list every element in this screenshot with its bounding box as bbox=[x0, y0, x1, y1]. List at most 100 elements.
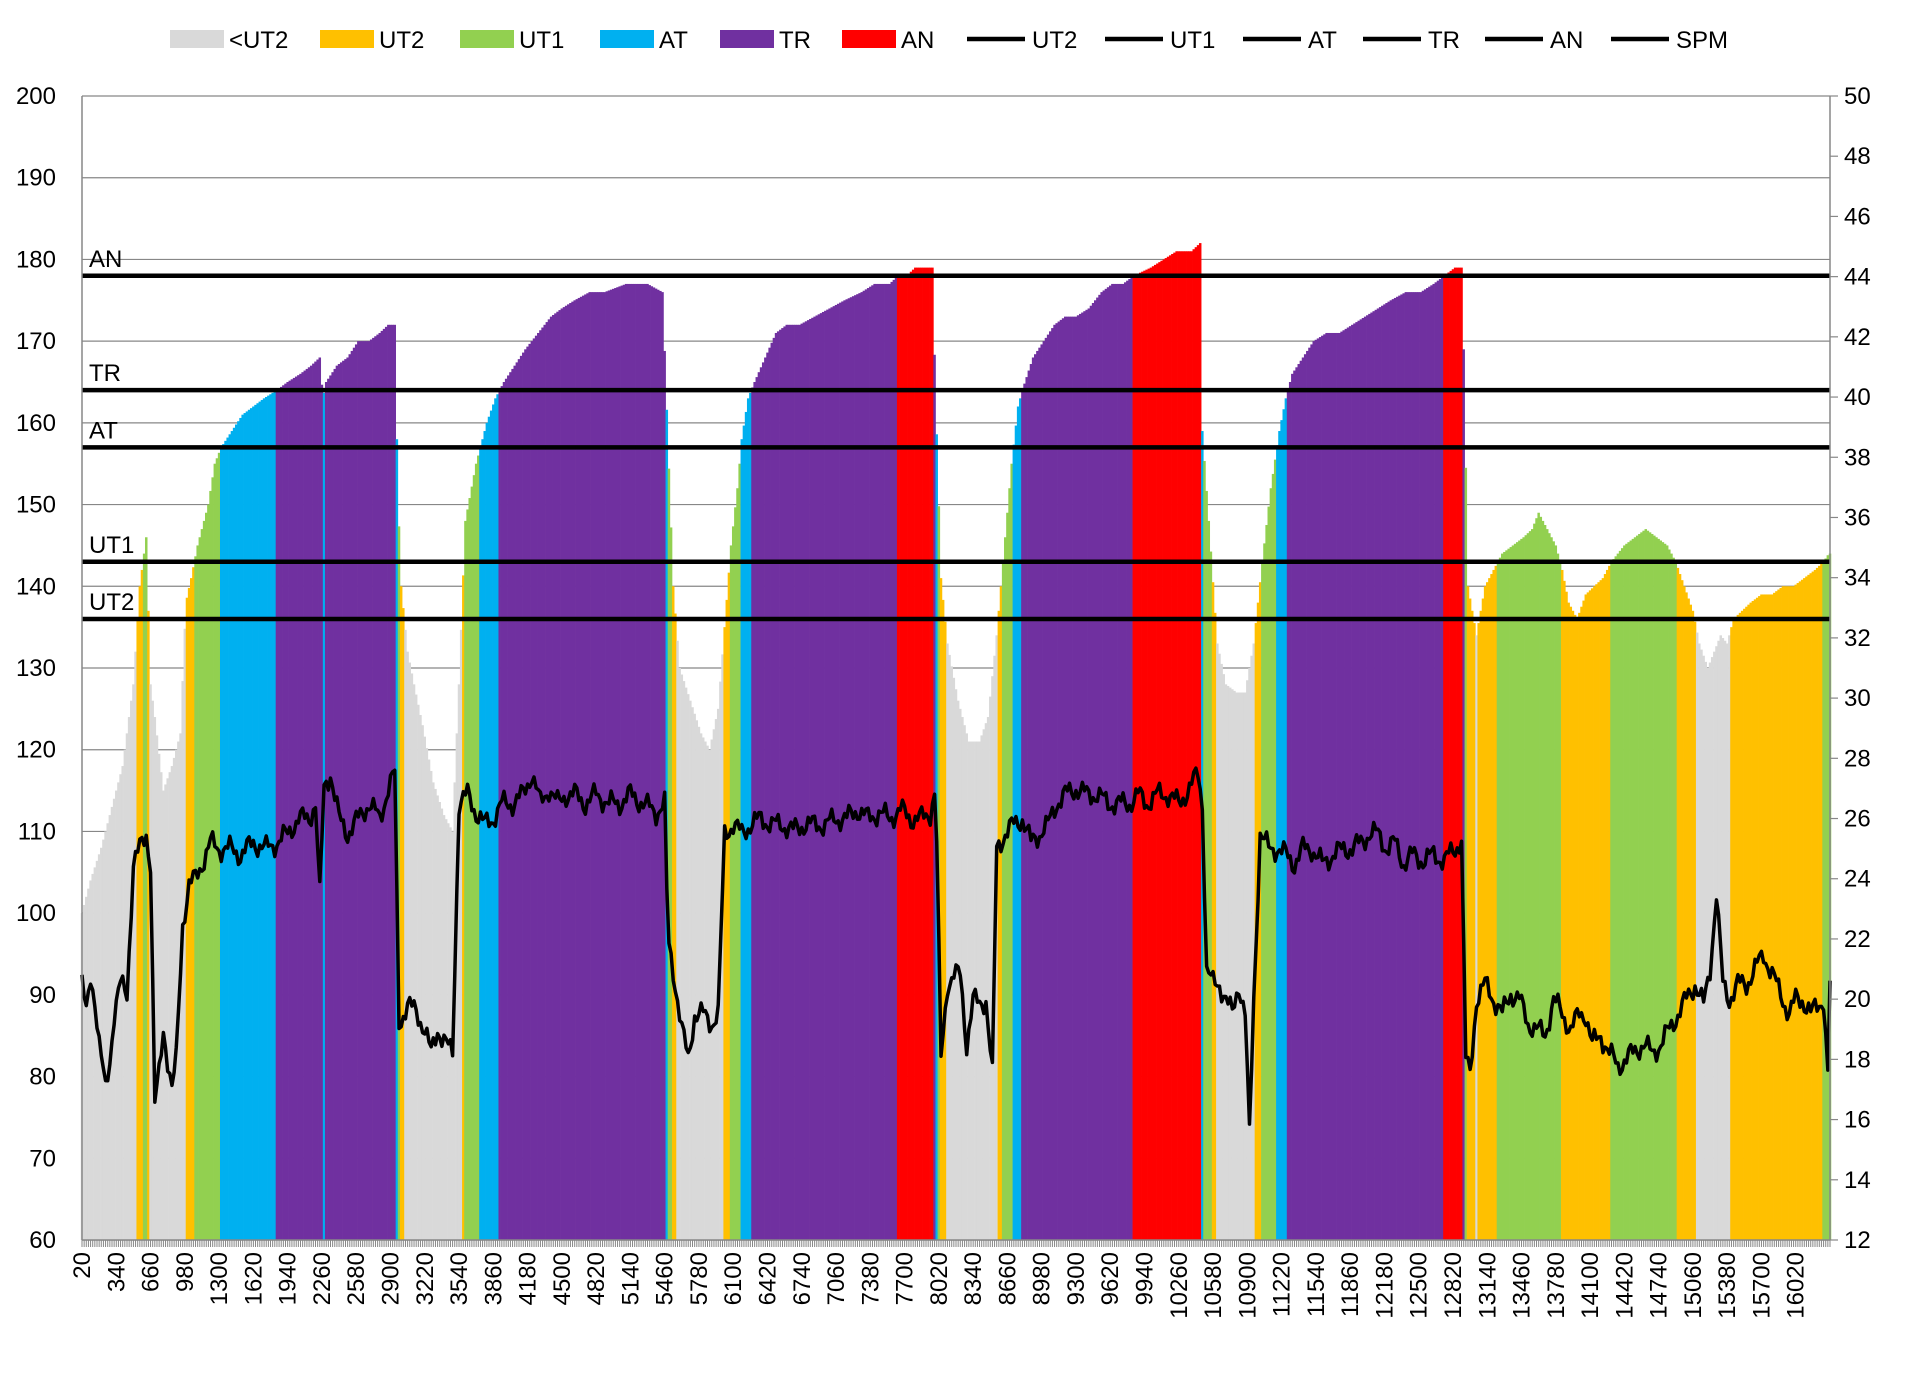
x-tick-label: 7060 bbox=[823, 1252, 850, 1305]
hr-bar bbox=[1233, 690, 1236, 1240]
hr-bar bbox=[1824, 558, 1827, 1240]
hr-bar bbox=[1811, 571, 1815, 1240]
x-tick-label: 8660 bbox=[994, 1252, 1021, 1305]
hr-bar bbox=[1642, 530, 1645, 1240]
hr-bar bbox=[1498, 557, 1502, 1240]
hr-bar bbox=[1597, 582, 1600, 1240]
hr-bar bbox=[749, 392, 752, 1240]
hr-bar bbox=[601, 292, 604, 1240]
hr-bar bbox=[1451, 269, 1455, 1241]
hr-bar bbox=[656, 289, 660, 1240]
hr-bar bbox=[1501, 553, 1504, 1240]
hr-bar bbox=[1464, 467, 1468, 1240]
hr-bar bbox=[217, 452, 221, 1240]
hr-bar bbox=[1486, 582, 1489, 1240]
hr-bar bbox=[1526, 533, 1530, 1240]
hr-bar bbox=[1730, 627, 1733, 1240]
hr-bar bbox=[1276, 445, 1279, 1241]
hr-bar bbox=[162, 790, 165, 1240]
hr-bar bbox=[183, 628, 187, 1240]
hr-bar bbox=[412, 684, 416, 1240]
hr-bar bbox=[333, 368, 337, 1240]
hr-bar bbox=[567, 304, 570, 1240]
hr-bar bbox=[147, 610, 150, 1240]
hr-bar bbox=[1509, 547, 1513, 1240]
hr-bar bbox=[1783, 586, 1787, 1240]
hr-bar bbox=[1081, 312, 1084, 1240]
hr-bar bbox=[1222, 674, 1226, 1240]
hr-bar bbox=[941, 599, 945, 1240]
hr-bar bbox=[1773, 592, 1776, 1240]
hr-bar bbox=[736, 488, 739, 1241]
hr-bar bbox=[202, 520, 206, 1240]
hr-bar bbox=[554, 313, 557, 1240]
hr-bar bbox=[417, 704, 420, 1240]
hr-bar bbox=[1550, 537, 1553, 1240]
hr-bar bbox=[689, 700, 692, 1240]
hr-bar bbox=[1663, 543, 1667, 1240]
hr-bar bbox=[609, 289, 613, 1240]
hr-bar bbox=[462, 575, 465, 1240]
hr-bar bbox=[1511, 545, 1515, 1240]
legend-swatch bbox=[600, 30, 654, 48]
hr-bar bbox=[1027, 370, 1031, 1240]
hr-bar bbox=[671, 586, 675, 1240]
hr-bar bbox=[547, 319, 551, 1241]
hr-bar bbox=[1034, 354, 1037, 1241]
hr-bar bbox=[391, 324, 394, 1240]
hr-bar bbox=[1623, 545, 1626, 1240]
legend-swatch bbox=[170, 30, 224, 48]
hr-bar bbox=[976, 741, 979, 1240]
hr-bar bbox=[849, 297, 853, 1241]
hr-bar bbox=[1436, 280, 1440, 1240]
hr-bar bbox=[1353, 323, 1356, 1240]
hr-bar bbox=[939, 578, 943, 1240]
hr-bar bbox=[697, 726, 701, 1240]
hr-bar bbox=[157, 753, 161, 1240]
hr-bar bbox=[1205, 490, 1208, 1240]
hr-bar bbox=[241, 414, 244, 1240]
hr-bar bbox=[579, 296, 583, 1240]
hr-bar bbox=[751, 387, 754, 1240]
hr-bar bbox=[1620, 548, 1624, 1240]
hr-bar bbox=[1492, 569, 1495, 1240]
hr-bar bbox=[408, 662, 411, 1240]
y2-tick-label: 24 bbox=[1844, 866, 1871, 893]
hr-bar bbox=[603, 292, 606, 1240]
hr-bar bbox=[526, 346, 529, 1241]
hr-bar bbox=[419, 714, 422, 1240]
hr-bar bbox=[674, 613, 677, 1240]
hr-bar bbox=[472, 475, 476, 1240]
hr-bar bbox=[1466, 586, 1470, 1240]
hr-bar bbox=[1443, 275, 1446, 1240]
hr-bar bbox=[1674, 561, 1678, 1240]
hr-bar bbox=[290, 379, 294, 1240]
hr-bar bbox=[826, 309, 829, 1240]
hr-bar bbox=[1571, 610, 1575, 1240]
hr-bar bbox=[82, 904, 86, 1240]
hr-bar bbox=[1648, 532, 1652, 1240]
hr-bar bbox=[374, 336, 377, 1240]
hr-bar bbox=[316, 359, 319, 1240]
hr-bar bbox=[1468, 598, 1472, 1240]
hr-bar bbox=[1685, 592, 1688, 1240]
hr-bar bbox=[1732, 618, 1735, 1240]
hr-bar bbox=[1541, 520, 1545, 1240]
hr-bar bbox=[969, 741, 973, 1240]
hr-bar bbox=[324, 382, 328, 1240]
hr-bar bbox=[1329, 332, 1333, 1241]
hr-bar bbox=[768, 347, 771, 1240]
hr-bar bbox=[1488, 578, 1491, 1240]
hr-bar bbox=[637, 283, 641, 1240]
y2-tick-label: 26 bbox=[1844, 806, 1871, 833]
hr-bar bbox=[1074, 316, 1078, 1240]
hr-bar bbox=[1228, 687, 1232, 1240]
hr-bar bbox=[543, 324, 546, 1240]
y2-tick-label: 38 bbox=[1844, 444, 1871, 471]
hr-bar bbox=[1321, 335, 1324, 1240]
hr-bar bbox=[271, 392, 274, 1240]
hr-bar bbox=[1355, 322, 1358, 1241]
hr-bar bbox=[541, 327, 544, 1240]
hr-bar bbox=[1415, 292, 1418, 1240]
hr-bar bbox=[1680, 580, 1684, 1240]
